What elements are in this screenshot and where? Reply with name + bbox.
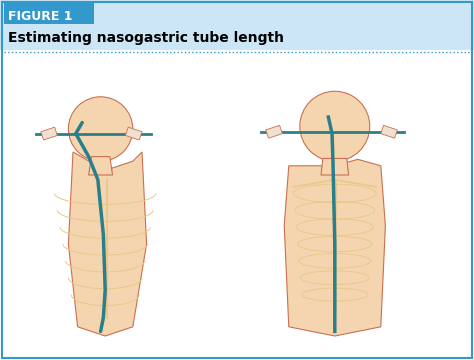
Polygon shape bbox=[266, 125, 283, 138]
Polygon shape bbox=[381, 125, 397, 138]
Text: FIGURE 1: FIGURE 1 bbox=[8, 9, 73, 23]
FancyBboxPatch shape bbox=[0, 0, 474, 50]
Circle shape bbox=[300, 91, 370, 161]
Polygon shape bbox=[89, 157, 112, 175]
FancyBboxPatch shape bbox=[4, 2, 94, 24]
Polygon shape bbox=[126, 127, 142, 140]
Polygon shape bbox=[321, 158, 348, 175]
Text: Estimating nasogastric tube length: Estimating nasogastric tube length bbox=[8, 31, 284, 45]
Polygon shape bbox=[41, 127, 57, 140]
Polygon shape bbox=[284, 159, 385, 336]
Circle shape bbox=[68, 97, 133, 161]
Polygon shape bbox=[68, 152, 146, 336]
